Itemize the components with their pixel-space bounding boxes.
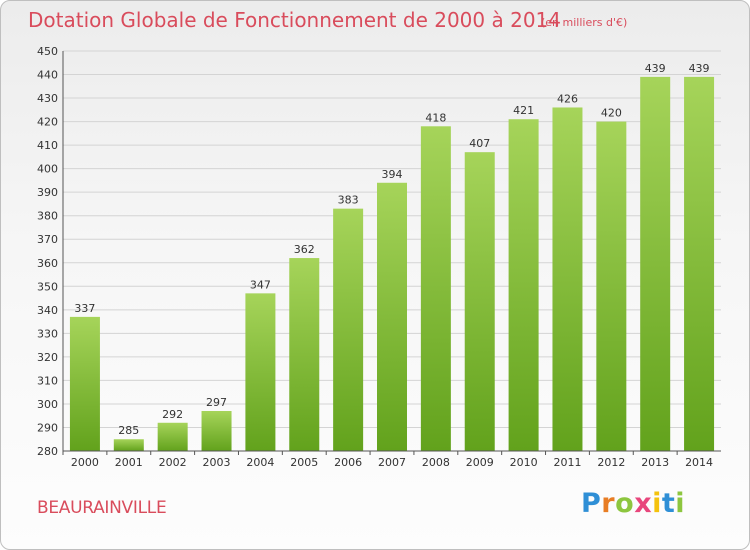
- y-tick-label: 340: [37, 304, 58, 317]
- bar: [420, 126, 451, 451]
- commune-name: BEAURAINVILLE: [37, 498, 167, 518]
- bar: [596, 121, 627, 452]
- x-tick-label: 2000: [71, 456, 99, 469]
- y-tick-label: 310: [37, 374, 58, 387]
- bar: [289, 258, 320, 451]
- bar: [377, 182, 407, 451]
- y-tick-label: 360: [37, 257, 58, 270]
- bar: [201, 411, 232, 451]
- bar-value-label: 383: [338, 194, 359, 207]
- y-tick-label: 430: [37, 92, 58, 105]
- x-tick-label: 2007: [378, 456, 406, 469]
- y-tick-label: 450: [37, 45, 58, 58]
- bar-value-label: 292: [162, 408, 183, 421]
- y-tick-label: 400: [37, 163, 58, 176]
- y-tick-label: 420: [37, 116, 58, 129]
- y-tick-label: 300: [37, 398, 58, 411]
- bars: [69, 76, 715, 452]
- logo-letter: i: [652, 488, 662, 519]
- chart-title: Dotation Globale de Fonctionnement de 20…: [28, 8, 561, 32]
- y-tick-label: 350: [37, 280, 58, 293]
- x-tick-label: 2011: [553, 456, 581, 469]
- logo-letter: o: [615, 488, 635, 519]
- logo-letter: r: [601, 488, 616, 519]
- x-tick-label: 2010: [510, 456, 538, 469]
- y-tick-label: 440: [37, 69, 58, 82]
- bar-value-label: 439: [689, 62, 710, 75]
- x-tick-label: 2004: [246, 456, 274, 469]
- x-tick-label: 2009: [466, 456, 494, 469]
- bar: [69, 316, 100, 451]
- bar-value-label: 407: [469, 137, 490, 150]
- axes: 280 290 300 310 320 330 340 350 360 370 380 390 400 4…: [37, 45, 721, 469]
- bar: [552, 107, 583, 452]
- bar: [245, 293, 276, 451]
- value-labels: 337 285 292 297 347 362 383 394 418 407 421 426 420 4…: [74, 62, 709, 437]
- bar: [113, 439, 144, 451]
- logo-letter: x: [634, 488, 653, 519]
- bar-value-label: 347: [250, 278, 271, 291]
- x-tick-label: 2005: [290, 456, 318, 469]
- bar: [157, 422, 188, 451]
- bar-value-label: 421: [513, 104, 534, 117]
- bar: [333, 208, 364, 451]
- bar-value-label: 394: [382, 168, 403, 181]
- bar-value-label: 362: [294, 243, 315, 256]
- y-tick-label: 370: [37, 233, 58, 246]
- bar-value-label: 337: [74, 302, 95, 315]
- y-tick-label: 390: [37, 186, 58, 199]
- chart-subtitle: (en milliers d'€): [541, 16, 628, 29]
- logo-letter: i: [675, 488, 686, 519]
- y-tick-label: 380: [37, 210, 58, 223]
- bar-value-label: 439: [645, 62, 666, 75]
- bar: [464, 152, 495, 452]
- logo-letter: t: [661, 488, 676, 519]
- x-tick-label: 2014: [685, 456, 713, 469]
- bar: [508, 119, 539, 451]
- bar-value-label: 420: [601, 107, 622, 120]
- bar: [684, 76, 715, 451]
- x-tick-label: 2008: [422, 456, 450, 469]
- bar-value-label: 418: [425, 111, 446, 124]
- bar: [640, 76, 671, 451]
- bar-value-label: 285: [118, 424, 139, 437]
- x-tick-label: 2003: [203, 456, 231, 469]
- bar-value-label: 297: [206, 396, 227, 409]
- y-tick-label: 290: [37, 421, 58, 434]
- x-tick-label: 2001: [115, 456, 143, 469]
- x-tick-label: 2006: [334, 456, 362, 469]
- y-tick-label: 410: [37, 139, 58, 152]
- proxiti-logo: Proxiti: [581, 488, 685, 519]
- logo-letter: P: [581, 488, 602, 519]
- x-tick-label: 2002: [159, 456, 187, 469]
- y-tick-label: 320: [37, 351, 58, 364]
- x-tick-label: 2012: [597, 456, 625, 469]
- bar-value-label: 426: [557, 92, 578, 105]
- y-tick-label: 330: [37, 327, 58, 340]
- y-tick-label: 280: [37, 445, 58, 458]
- x-tick-label: 2013: [641, 456, 669, 469]
